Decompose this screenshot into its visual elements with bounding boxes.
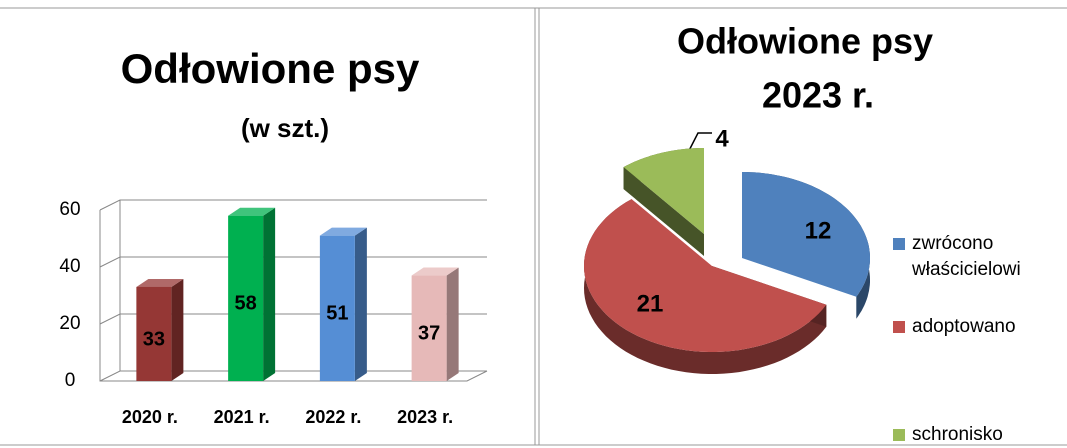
- slice: [623, 148, 704, 234]
- bar-top: [228, 207, 276, 216]
- bar-side: [354, 227, 367, 381]
- value-label: 4: [715, 125, 729, 152]
- grid-line: [99, 256, 487, 268]
- legend-swatch: [893, 238, 905, 250]
- value-label: 33: [143, 328, 165, 350]
- value-label: 51: [326, 303, 348, 325]
- chart-title: Odłowione psy: [677, 21, 933, 62]
- slice: [742, 172, 870, 297]
- chart-subtitle: 2023 r.: [762, 75, 874, 116]
- bar-top: [319, 227, 367, 236]
- y-tick-label: 40: [59, 256, 80, 277]
- bar-side: [263, 207, 276, 381]
- slice-cut: [623, 167, 704, 256]
- y-tick-label: 20: [59, 313, 80, 334]
- y-tick-label: 60: [59, 199, 80, 220]
- x-tick-label: 2022 r.: [305, 407, 361, 427]
- legend-label: schronisko: [912, 424, 1003, 445]
- value-label: 12: [805, 217, 832, 244]
- legend-label: adoptowano: [912, 316, 1016, 337]
- bar: [319, 235, 355, 381]
- axis: [99, 210, 488, 382]
- slice: [584, 199, 827, 352]
- bar: [411, 275, 447, 381]
- bar-side: [171, 278, 184, 381]
- y-tick-label: 0: [65, 370, 76, 391]
- bar-side: [446, 267, 459, 381]
- legend-swatch: [893, 321, 905, 333]
- chart-subtitle: (w szt.): [241, 113, 329, 143]
- value-label: 37: [418, 323, 440, 345]
- bar-top: [136, 278, 184, 287]
- bar: [228, 215, 264, 381]
- value-label: 58: [235, 293, 257, 315]
- legend-swatch: [893, 429, 905, 441]
- legend-label: zwrócono właścicielowi: [912, 233, 1021, 280]
- bar: [136, 286, 172, 381]
- x-tick-label: 2023 r.: [397, 407, 453, 427]
- x-tick-label: 2021 r.: [214, 407, 270, 427]
- bar-top: [411, 267, 459, 276]
- value-label: 21: [637, 290, 664, 317]
- chart-title: Odłowione psy: [121, 45, 420, 92]
- grid-line: [99, 199, 487, 211]
- x-tick-label: 2020 r.: [122, 407, 178, 427]
